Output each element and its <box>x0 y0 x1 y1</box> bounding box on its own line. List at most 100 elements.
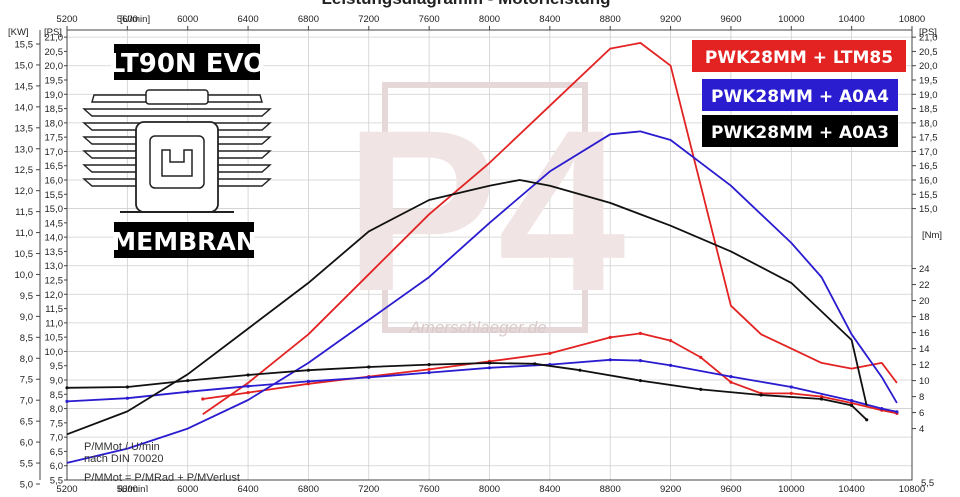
kw-tick-label: 15,5 <box>15 40 34 51</box>
torque-point <box>65 386 69 390</box>
x-tick-label-bottom: 8800 <box>600 484 621 492</box>
torque-point <box>533 362 537 366</box>
x-tick-label-top: 7200 <box>358 14 379 25</box>
x-tick-label-bottom: 9600 <box>720 484 741 492</box>
torque-point <box>427 367 431 371</box>
ps-tick-label: 5,5 <box>50 476 63 487</box>
nm-tick-label: 14 <box>919 344 930 355</box>
ps-tick-label: 9,0 <box>50 376 63 387</box>
x-tick-label-top: 7600 <box>419 14 440 25</box>
x-tick-label-bottom: 6400 <box>238 484 259 492</box>
right-ps-tick-label: 19,5 <box>919 76 938 87</box>
x-tick-label-bottom: 7600 <box>419 484 440 492</box>
ps-tick-label: 16,0 <box>45 176 64 187</box>
model-badge-text: LT90N EVO <box>109 49 266 79</box>
type-badge-text: MEMBRAN <box>111 227 256 256</box>
legend-box-1 <box>692 40 906 72</box>
nm-tick-label: 22 <box>919 280 930 291</box>
kw-tick-label: 9,0 <box>20 312 33 323</box>
torque-point <box>578 368 582 372</box>
torque-point <box>850 403 854 407</box>
torque-point <box>759 393 763 397</box>
ps-tick-label: 7,0 <box>50 433 63 444</box>
x-tick-label-top: 8400 <box>539 14 560 25</box>
torque-point <box>895 410 899 414</box>
right-ps-tick-label: 21,0 <box>919 33 938 44</box>
chart-title: Leistungsdiagramm - Motorleistung <box>321 0 610 8</box>
x-tick-label-bottom: 5200 <box>56 484 77 492</box>
right-ps-tick-label: 20,0 <box>919 61 938 72</box>
watermark-logo: P4 <box>344 82 625 339</box>
watermark-text: Amerschlaeger.de <box>408 318 546 337</box>
x-tick-label-top: 8800 <box>600 14 621 25</box>
legend: PWK28MM + LTM85 PWK28MM + A0A4 PWK28MM + A… <box>692 40 906 147</box>
ps-tick-label: 21,0 <box>45 33 64 44</box>
kw-tick-label: 12,5 <box>15 165 34 176</box>
ps-tick-label: 20,5 <box>45 47 64 58</box>
power-line-series-2 <box>66 130 898 464</box>
x-tick-label-top: 5600 <box>117 14 138 25</box>
right-ps-tick-label: 18,0 <box>919 118 938 129</box>
torque-point <box>246 391 250 395</box>
cylinder-head-top <box>145 89 209 105</box>
right-ps-tick-label: 19,0 <box>919 90 938 101</box>
kw-tick-label: 9,5 <box>20 291 33 302</box>
torque-point <box>246 373 250 377</box>
torque-point <box>125 385 129 389</box>
ps-tick-label: 20,0 <box>45 61 64 72</box>
right-ps-tick-label: 17,5 <box>919 133 938 144</box>
torque-point <box>608 335 612 339</box>
torque-point <box>880 407 884 411</box>
kw-tick-label: 7,0 <box>20 396 33 407</box>
torque-line-series-3 <box>66 362 868 421</box>
ps-tick-label: 17,0 <box>45 147 64 158</box>
right-ps-tick-label: 20,5 <box>919 47 938 58</box>
footnote-line-1: P/MMot / U/min <box>84 441 160 453</box>
x-unit-bottom: [U/min] <box>118 484 148 492</box>
torque-point <box>850 399 854 403</box>
x-tick-label-bottom: 6800 <box>298 484 319 492</box>
kw-tick-label: 13,0 <box>15 144 34 155</box>
x-tick-label-top: 9200 <box>660 14 681 25</box>
kw-unit-left: [KW] <box>8 27 29 38</box>
torque-point <box>487 366 492 370</box>
type-badge <box>114 222 254 258</box>
ps-tick-label: 14,0 <box>45 233 64 244</box>
torque-point <box>729 375 733 379</box>
right-ps-tick-label: 16,0 <box>919 176 938 187</box>
right-ps-tick-label: 18,5 <box>919 104 938 115</box>
x-tick-label-bottom: 10400 <box>838 484 864 492</box>
torque-point <box>186 379 190 383</box>
torque-point <box>367 365 371 369</box>
x-tick-label-top: 10000 <box>778 14 804 25</box>
axes: 5200520056005600600060006400640068006800… <box>8 14 942 495</box>
torque-point <box>699 387 703 391</box>
torque-point <box>427 371 431 375</box>
kw-tick-label: 13,5 <box>15 123 34 134</box>
right-ps-tick-label: 15,5 <box>919 190 938 201</box>
torque-point <box>638 379 643 383</box>
legend-label-1: PWK28MM + LTM85 <box>705 48 893 68</box>
torque-point <box>819 395 824 399</box>
x-tick-label-bottom: 8000 <box>479 484 500 492</box>
x-tick-label-top: 6000 <box>177 14 198 25</box>
x-tick-label-top: 10400 <box>838 14 864 25</box>
ps-tick-label: 10,0 <box>45 347 64 358</box>
ps-tick-label: 15,0 <box>45 204 64 215</box>
x-tick-label-top: 10800 <box>899 14 925 25</box>
torque-point <box>367 375 371 379</box>
torque-point <box>306 379 310 383</box>
torque-point <box>201 397 205 401</box>
x-tick-label-top: 5200 <box>56 14 77 25</box>
torque-point <box>65 399 69 403</box>
right-ps-tick-label: 15,0 <box>919 204 938 215</box>
x-tick-label-top: 9600 <box>720 14 741 25</box>
kw-tick-label: 6,0 <box>20 438 33 449</box>
ps-tick-label: 15,5 <box>45 190 64 201</box>
nm-tick-label: 4 <box>919 424 924 435</box>
ps-tick-label: 14,5 <box>45 218 64 229</box>
torque-point <box>669 339 673 343</box>
nm-tick-label: 8 <box>919 392 924 403</box>
x-tick-label-bottom: 7200 <box>358 484 379 492</box>
